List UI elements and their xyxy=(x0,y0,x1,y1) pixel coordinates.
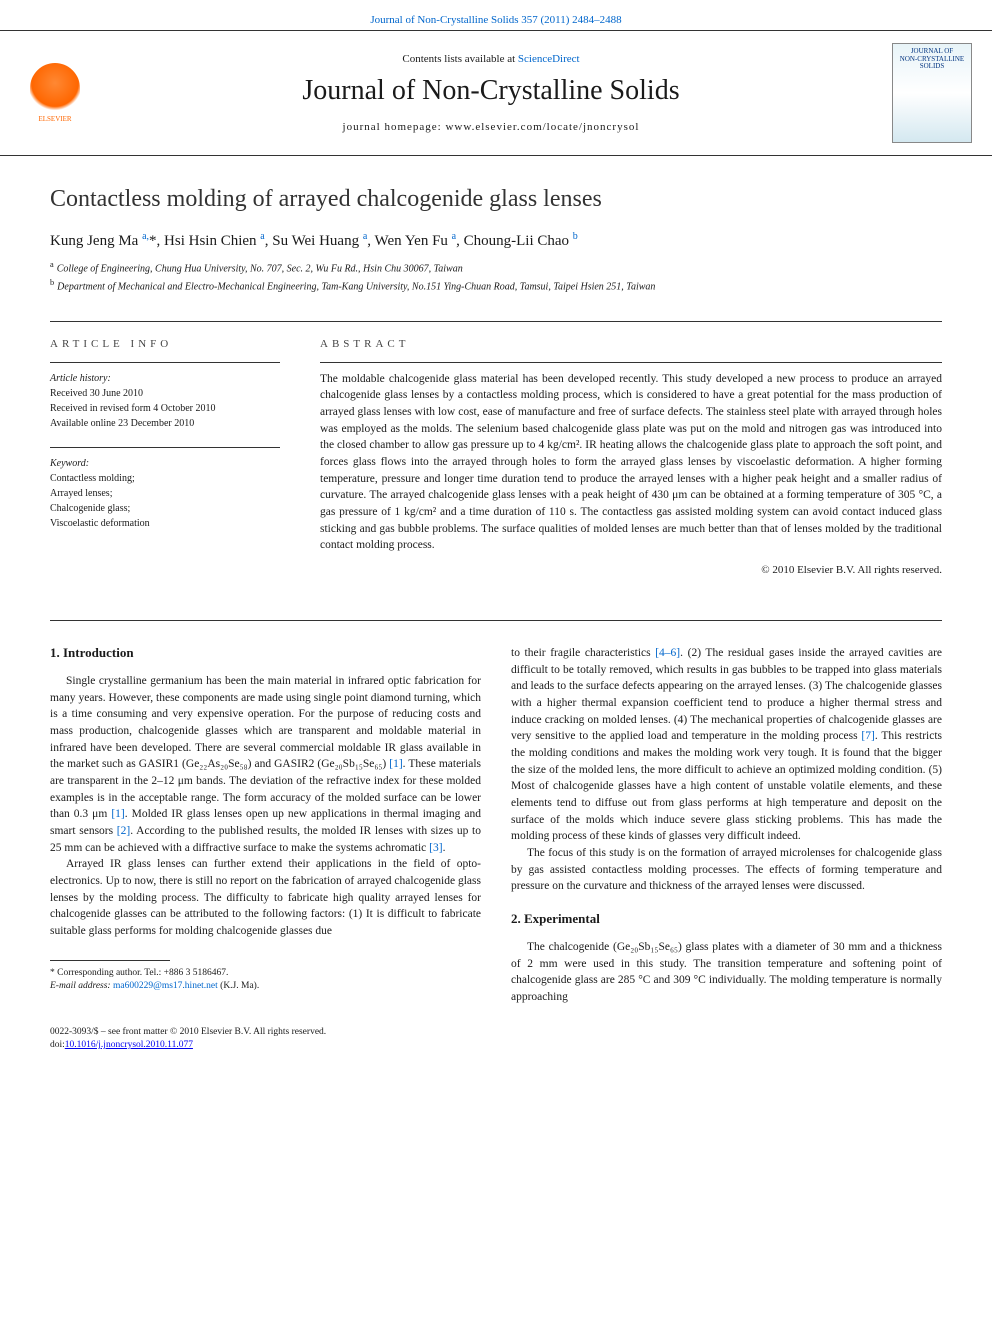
info-rule xyxy=(50,362,280,363)
keyword-line: Viscoelastic deformation xyxy=(50,516,280,531)
corr-email-link[interactable]: ma600229@ms17.hinet.net xyxy=(113,981,218,991)
history-line: Available online 23 December 2010 xyxy=(50,416,280,431)
doi-line: doi:10.1016/j.jnoncrysol.2010.11.077 xyxy=(50,1039,942,1052)
elsevier-logo-text: ELSEVIER xyxy=(38,115,71,123)
abstract-rule xyxy=(320,362,942,363)
article-title: Contactless molding of arrayed chalcogen… xyxy=(50,186,942,213)
ref-link-3[interactable]: [3] xyxy=(429,842,442,854)
email-suffix: (K.J. Ma). xyxy=(218,981,259,991)
article-history: Article history: Received 30 June 2010Re… xyxy=(50,371,280,431)
homepage-url: www.elsevier.com/locate/jnoncrysol xyxy=(445,121,639,133)
history-label: Article history: xyxy=(50,371,280,386)
journal-cover-thumb: JOURNAL OF NON-CRYSTALLINE SOLIDS xyxy=(892,43,972,143)
ref-link-1b[interactable]: [1] xyxy=(111,808,124,820)
body-column-right: to their fragile characteristics [4–6]. … xyxy=(511,645,942,1006)
contents-prefix: Contents lists available at xyxy=(402,53,517,65)
elsevier-logo: ELSEVIER xyxy=(20,53,90,133)
article-info-label: article info xyxy=(50,338,280,350)
abstract-column: abstract The moldable chalcogenide glass… xyxy=(320,338,942,576)
abstract-copyright: © 2010 Elsevier B.V. All rights reserved… xyxy=(320,564,942,576)
sciencedirect-link[interactable]: ScienceDirect xyxy=(518,53,580,65)
intro-paragraph-2: Arrayed IR glass lenses can further exte… xyxy=(50,856,481,939)
author-list: Kung Jeng Ma a,*, Hsi Hsin Chien a, Su W… xyxy=(50,231,942,250)
ref-link-2[interactable]: [2] xyxy=(117,825,130,837)
masthead: ELSEVIER Contents lists available at Sci… xyxy=(0,30,992,156)
corresponding-footnote: * Corresponding author. Tel.: +886 3 518… xyxy=(50,967,481,994)
affiliation: aCollege of Engineering, Chung Hua Unive… xyxy=(50,260,942,274)
body-column-left: 1. Introduction Single crystalline germa… xyxy=(50,645,481,1006)
abstract-label: abstract xyxy=(320,338,942,350)
masthead-center: Contents lists available at ScienceDirec… xyxy=(110,53,872,133)
keyword-line: Arrayed lenses; xyxy=(50,486,280,501)
elsevier-tree-icon xyxy=(30,63,80,113)
article-info: article info Article history: Received 3… xyxy=(50,338,280,576)
keyword-label: Keyword: xyxy=(50,456,280,471)
front-matter-line: 0022-3093/$ – see front matter © 2010 El… xyxy=(50,1026,942,1039)
footer-meta: 0022-3093/$ – see front matter © 2010 El… xyxy=(0,1016,992,1073)
ref-link-7[interactable]: [7] xyxy=(861,730,874,742)
homepage-prefix: journal homepage: xyxy=(343,121,446,133)
intro-focus-paragraph: The focus of this study is on the format… xyxy=(511,845,942,895)
keywords-block: Keyword: Contactless molding;Arrayed len… xyxy=(50,456,280,531)
doi-prefix: doi: xyxy=(50,1040,65,1050)
footnote-separator xyxy=(50,960,170,961)
homepage-line: journal homepage: www.elsevier.com/locat… xyxy=(110,121,872,133)
history-line: Received 30 June 2010 xyxy=(50,386,280,401)
corr-author-line: * Corresponding author. Tel.: +886 3 518… xyxy=(50,967,481,980)
info-rule-2 xyxy=(50,447,280,448)
section-heading-intro: 1. Introduction xyxy=(50,645,481,661)
contents-line: Contents lists available at ScienceDirec… xyxy=(110,53,872,65)
keyword-line: Contactless molding; xyxy=(50,471,280,486)
experimental-paragraph-1: The chalcogenide (Ge₂₀Sb₁₅Se₆₅) glass pl… xyxy=(511,939,942,1006)
keyword-line: Chalcogenide glass; xyxy=(50,501,280,516)
intro-continued: to their fragile characteristics [4–6]. … xyxy=(511,645,942,845)
section-heading-experimental: 2. Experimental xyxy=(511,911,942,927)
cover-label-bottom: NON-CRYSTALLINE SOLIDS xyxy=(900,55,964,71)
corr-email-line: E-mail address: ma600229@ms17.hinet.net … xyxy=(50,980,481,993)
ref-link-4-6[interactable]: [4–6] xyxy=(655,647,680,659)
affiliation: bDepartment of Mechanical and Electro-Me… xyxy=(50,278,942,292)
citation-link[interactable]: Journal of Non-Crystalline Solids 357 (2… xyxy=(370,14,621,26)
abstract-text: The moldable chalcogenide glass material… xyxy=(320,371,942,554)
history-line: Received in revised form 4 October 2010 xyxy=(50,401,280,416)
running-header: Journal of Non-Crystalline Solids 357 (2… xyxy=(0,0,992,30)
journal-name: Journal of Non-Crystalline Solids xyxy=(110,75,872,107)
ref-link-1[interactable]: [1] xyxy=(389,758,402,770)
doi-link[interactable]: 10.1016/j.jnoncrysol.2010.11.077 xyxy=(65,1040,193,1050)
body-columns: 1. Introduction Single crystalline germa… xyxy=(0,621,992,1016)
email-label: E-mail address: xyxy=(50,981,113,991)
intro-paragraph-1: Single crystalline germanium has been th… xyxy=(50,673,481,856)
